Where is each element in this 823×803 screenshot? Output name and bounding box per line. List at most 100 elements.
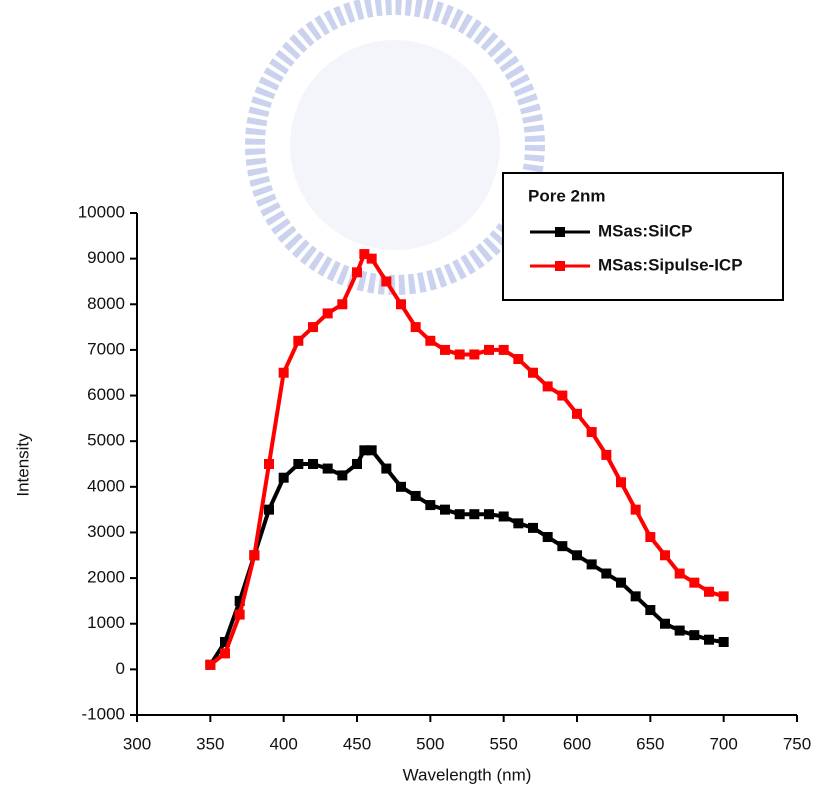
y-tick-label: 7000	[87, 339, 125, 358]
marker	[498, 511, 509, 522]
marker	[689, 630, 700, 641]
y-tick-label: 4000	[87, 476, 125, 495]
marker	[616, 577, 626, 588]
marker	[249, 550, 260, 561]
marker	[396, 481, 406, 492]
marker	[220, 636, 230, 647]
marker	[469, 509, 480, 520]
x-tick-label: 650	[636, 734, 664, 753]
marker	[454, 349, 465, 360]
x-tick-label: 450	[343, 734, 371, 753]
y-axis-label: Intensity	[13, 433, 32, 497]
marker	[396, 299, 406, 310]
marker	[630, 504, 641, 515]
marker	[381, 463, 392, 474]
marker	[586, 427, 597, 438]
marker	[528, 522, 538, 533]
marker	[440, 344, 450, 355]
marker	[205, 659, 216, 670]
x-tick-label: 600	[563, 734, 591, 753]
marker	[293, 459, 304, 469]
legend-box	[502, 172, 784, 301]
marker	[601, 568, 612, 579]
marker	[572, 408, 582, 419]
marker	[410, 490, 421, 501]
marker	[704, 634, 714, 645]
marker	[601, 449, 612, 460]
y-tick-label: 1000	[87, 613, 125, 632]
marker	[366, 445, 377, 456]
x-tick-label: 550	[489, 734, 517, 753]
marker	[630, 591, 641, 602]
marker	[410, 322, 421, 333]
x-axis-label: Wavelength (nm)	[403, 765, 532, 784]
marker	[674, 625, 685, 636]
marker	[425, 335, 436, 346]
marker	[308, 322, 318, 333]
legend-marker	[555, 227, 565, 237]
marker	[704, 586, 714, 597]
marker	[220, 648, 230, 659]
marker	[528, 367, 538, 378]
marker	[660, 618, 670, 629]
marker	[337, 299, 348, 310]
marker	[484, 509, 494, 520]
marker	[264, 459, 274, 469]
marker	[359, 249, 370, 260]
marker	[337, 470, 348, 481]
y-tick-label: -1000	[82, 704, 125, 723]
marker	[557, 541, 568, 552]
legend-title: Pore 2nm	[528, 186, 605, 205]
y-tick-label: 10000	[78, 202, 125, 221]
marker	[660, 550, 670, 561]
marker	[718, 591, 729, 602]
marker	[234, 609, 245, 620]
legend-label: MSas:Sipulse-ICP	[598, 255, 743, 274]
legend-marker	[555, 261, 565, 271]
marker	[557, 390, 568, 401]
marker	[498, 344, 509, 355]
x-tick-label: 400	[269, 734, 297, 753]
marker	[366, 253, 377, 264]
x-tick-label: 300	[123, 734, 151, 753]
marker	[278, 367, 289, 378]
marker	[352, 459, 362, 469]
marker	[586, 559, 597, 570]
marker	[264, 504, 274, 515]
marker	[322, 463, 333, 474]
marker	[234, 595, 245, 606]
marker	[322, 308, 333, 319]
marker	[645, 532, 656, 543]
marker	[381, 276, 392, 287]
marker	[484, 344, 494, 355]
y-tick-label: 2000	[87, 568, 125, 587]
series-line	[209, 251, 725, 667]
marker	[689, 577, 700, 588]
marker	[645, 605, 656, 616]
marker	[469, 349, 480, 360]
x-tick-label: 350	[196, 734, 224, 753]
x-tick-label: 500	[416, 734, 444, 753]
marker	[513, 354, 524, 365]
marker	[674, 568, 685, 579]
marker	[454, 509, 465, 520]
marker	[352, 267, 362, 278]
marker	[542, 532, 553, 543]
y-tick-label: 0	[116, 659, 125, 678]
y-tick-label: 5000	[87, 431, 125, 450]
marker	[542, 381, 553, 392]
marker	[293, 335, 304, 346]
marker	[425, 500, 436, 511]
y-tick-label: 6000	[87, 385, 125, 404]
marker	[440, 504, 450, 515]
watermark	[245, 0, 545, 295]
marker	[278, 472, 289, 483]
marker	[572, 550, 582, 561]
x-tick-label: 700	[709, 734, 737, 753]
legend-label: MSas:SiICP	[598, 221, 692, 240]
y-tick-label: 9000	[87, 248, 125, 267]
marker	[359, 445, 370, 456]
marker	[616, 477, 626, 488]
y-tick-label: 3000	[87, 522, 125, 541]
